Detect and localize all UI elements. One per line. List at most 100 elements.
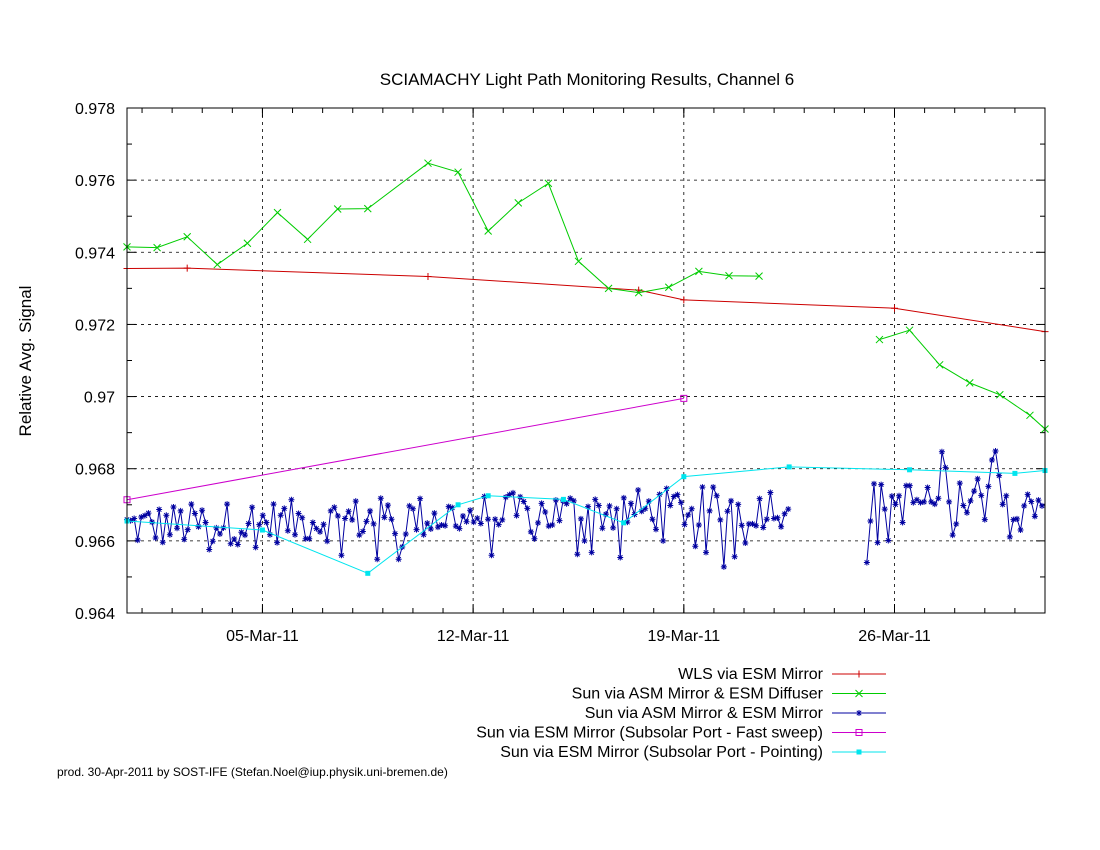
data-point [556, 517, 563, 524]
data-point [599, 525, 606, 532]
data-point [942, 464, 949, 471]
data-point [455, 502, 461, 508]
data-point [163, 512, 170, 519]
data-point [367, 507, 374, 514]
data-point [552, 497, 559, 504]
data-point [592, 496, 599, 503]
data-point [216, 531, 223, 538]
data-point [370, 520, 377, 527]
data-point [270, 501, 277, 508]
data-point [313, 525, 320, 532]
data-point [971, 488, 978, 495]
data-point [907, 467, 913, 473]
data-point [243, 239, 252, 248]
data-point [288, 496, 295, 503]
data-point [956, 480, 963, 487]
data-point [499, 516, 506, 523]
data-point [1010, 516, 1017, 523]
data-point [885, 537, 892, 544]
data-point [585, 503, 592, 510]
data-point [420, 531, 427, 538]
data-point [1035, 497, 1042, 504]
data-point [384, 502, 391, 509]
data-point [749, 520, 756, 527]
y-tick-label: 0.976 [75, 173, 115, 190]
x-tick-label: 19-Mar-11 [648, 628, 721, 645]
data-point [513, 512, 520, 519]
series-sun-via-asm-mirror-esm-diffuser [123, 159, 1049, 433]
data-point [745, 520, 752, 527]
data-point [786, 464, 792, 470]
data-point [1017, 527, 1024, 534]
data-point [484, 227, 493, 235]
data-point [938, 448, 945, 455]
data-point [241, 532, 248, 539]
data-point [227, 540, 234, 547]
data-point [725, 271, 733, 280]
data-point [652, 526, 659, 533]
data-point [274, 539, 281, 546]
data-point [352, 498, 359, 505]
data-point [538, 500, 545, 507]
data-point [692, 543, 699, 550]
data-point [156, 506, 163, 513]
data-point [463, 518, 470, 525]
data-point [931, 501, 938, 508]
legend-label: Sun via ESM Mirror (Subsolar Port - Poin… [500, 744, 823, 761]
data-point [474, 515, 481, 522]
data-point [452, 523, 459, 530]
data-point [454, 168, 462, 177]
data-point [1013, 515, 1020, 522]
data-point [645, 498, 652, 505]
data-point [338, 552, 345, 559]
data-point [188, 501, 195, 508]
data-point [413, 526, 420, 533]
data-point [342, 515, 349, 522]
data-point [735, 501, 742, 508]
y-axis-label: Relative Avg. Signal [16, 286, 35, 437]
data-point [159, 539, 166, 546]
data-point [695, 267, 703, 276]
data-point [345, 508, 352, 515]
data-point [153, 243, 161, 252]
data-point [899, 519, 906, 526]
data-point [183, 232, 192, 241]
data-point [667, 502, 674, 509]
data-point [588, 549, 595, 556]
data-point [717, 516, 724, 523]
data-point [238, 529, 245, 536]
data-point [681, 474, 687, 480]
data-point [177, 507, 184, 514]
data-point [581, 537, 588, 544]
data-point [324, 538, 331, 545]
data-point [878, 481, 885, 488]
data-point [545, 523, 552, 530]
data-point [703, 549, 710, 556]
data-point [871, 480, 878, 487]
data-point [506, 491, 513, 498]
data-point [284, 527, 291, 534]
data-point [910, 499, 917, 506]
data-point [706, 507, 713, 514]
data-point [995, 390, 1004, 399]
data-point [277, 512, 284, 519]
data-point [1003, 492, 1010, 499]
series-sun-via-asm-mirror-esm-mirror [124, 448, 1045, 570]
data-point [456, 525, 463, 532]
data-point [409, 505, 416, 512]
data-point [224, 501, 231, 508]
data-point [670, 493, 677, 500]
data-point [855, 689, 863, 698]
data-point [424, 159, 432, 168]
data-point [767, 489, 774, 496]
axes: 0.964 0.966 0.968 0.97 0.972 0.974 0.976 0.978 0… [75, 101, 1045, 645]
data-point [320, 521, 327, 528]
legend-label: Sun via ASM Mirror & ESM Diffuser [572, 686, 824, 703]
data-point [209, 538, 216, 545]
data-point [510, 489, 517, 496]
data-point [863, 559, 870, 566]
data-point [202, 519, 209, 526]
grid [127, 108, 1045, 613]
data-point [699, 484, 706, 491]
data-point [978, 492, 985, 499]
